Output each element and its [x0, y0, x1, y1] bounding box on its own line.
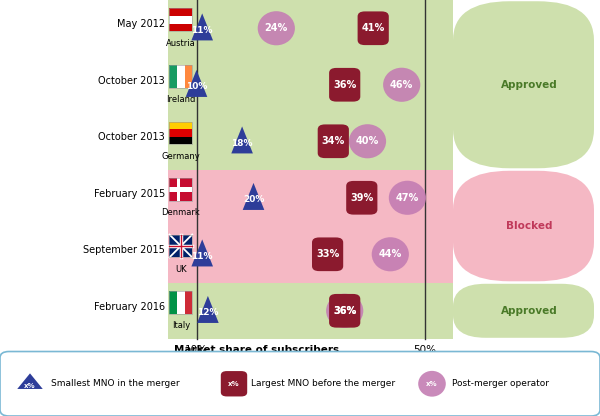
Ellipse shape	[372, 237, 409, 271]
Text: Largest MNO before the merger: Largest MNO before the merger	[251, 379, 395, 388]
Text: 36%: 36%	[333, 80, 356, 90]
FancyBboxPatch shape	[318, 124, 349, 158]
FancyBboxPatch shape	[221, 371, 247, 396]
Text: 10%: 10%	[185, 345, 208, 355]
Text: 18%: 18%	[232, 139, 253, 148]
Text: 36%: 36%	[333, 306, 356, 316]
Ellipse shape	[349, 124, 386, 158]
Text: x%: x%	[228, 381, 240, 387]
FancyBboxPatch shape	[169, 235, 192, 258]
FancyBboxPatch shape	[177, 291, 185, 314]
FancyBboxPatch shape	[168, 170, 453, 226]
Ellipse shape	[258, 11, 295, 45]
Ellipse shape	[326, 294, 364, 328]
Text: 47%: 47%	[396, 193, 419, 203]
Text: 20%: 20%	[243, 196, 264, 204]
Text: Post-merger operator: Post-merger operator	[452, 379, 549, 388]
Polygon shape	[197, 296, 219, 323]
Text: October 2013: October 2013	[98, 132, 165, 142]
FancyBboxPatch shape	[169, 121, 192, 129]
FancyBboxPatch shape	[169, 137, 192, 144]
Text: Denmark: Denmark	[161, 208, 200, 217]
Text: 41%: 41%	[362, 23, 385, 33]
Text: May 2012: May 2012	[117, 19, 165, 29]
FancyBboxPatch shape	[169, 16, 192, 24]
FancyBboxPatch shape	[177, 178, 180, 201]
FancyBboxPatch shape	[0, 352, 600, 416]
FancyBboxPatch shape	[169, 291, 177, 314]
FancyBboxPatch shape	[329, 294, 360, 328]
FancyBboxPatch shape	[329, 68, 360, 102]
FancyBboxPatch shape	[346, 181, 377, 215]
Text: 44%: 44%	[379, 249, 402, 259]
FancyBboxPatch shape	[168, 57, 453, 113]
FancyBboxPatch shape	[358, 11, 389, 45]
Text: 34%: 34%	[322, 136, 345, 146]
Text: 11%: 11%	[191, 26, 213, 35]
FancyBboxPatch shape	[169, 65, 177, 88]
Text: Austria: Austria	[166, 39, 196, 48]
FancyBboxPatch shape	[185, 65, 192, 88]
FancyBboxPatch shape	[453, 1, 594, 168]
Text: UK: UK	[175, 265, 187, 274]
FancyBboxPatch shape	[453, 171, 594, 281]
Text: 36%: 36%	[333, 306, 356, 316]
FancyBboxPatch shape	[177, 65, 185, 88]
Text: 46%: 46%	[390, 80, 413, 90]
FancyBboxPatch shape	[168, 113, 453, 170]
FancyBboxPatch shape	[453, 284, 594, 338]
Text: 39%: 39%	[350, 193, 373, 203]
Text: 40%: 40%	[356, 136, 379, 146]
Text: Market share of subscribers: Market share of subscribers	[174, 345, 339, 355]
FancyBboxPatch shape	[168, 0, 453, 57]
Text: Smallest MNO in the merger: Smallest MNO in the merger	[51, 379, 179, 388]
FancyBboxPatch shape	[169, 187, 192, 191]
Ellipse shape	[389, 181, 426, 215]
Text: Approved: Approved	[501, 306, 558, 316]
Polygon shape	[186, 70, 208, 97]
Text: February 2015: February 2015	[94, 188, 165, 198]
FancyBboxPatch shape	[169, 24, 192, 31]
FancyBboxPatch shape	[168, 226, 453, 282]
Text: 50%: 50%	[413, 345, 436, 355]
Polygon shape	[242, 183, 265, 210]
Text: Blocked: Blocked	[506, 221, 553, 231]
Polygon shape	[232, 126, 253, 154]
Polygon shape	[17, 374, 43, 389]
Polygon shape	[191, 13, 213, 40]
Text: 12%: 12%	[197, 308, 218, 317]
Text: Germany: Germany	[161, 152, 200, 161]
Polygon shape	[191, 239, 213, 266]
FancyBboxPatch shape	[169, 178, 192, 201]
Text: September 2015: September 2015	[83, 245, 165, 255]
Text: 11%: 11%	[191, 252, 213, 261]
Ellipse shape	[383, 68, 420, 102]
Text: 33%: 33%	[316, 249, 339, 259]
Ellipse shape	[418, 371, 446, 397]
Text: Italy: Italy	[172, 321, 190, 330]
Text: Ireland: Ireland	[166, 95, 196, 104]
Text: 10%: 10%	[186, 82, 207, 92]
Text: October 2013: October 2013	[98, 76, 165, 86]
FancyBboxPatch shape	[168, 282, 453, 339]
Text: Approved: Approved	[501, 80, 558, 90]
Text: x%: x%	[426, 381, 438, 387]
Text: x%: x%	[24, 383, 36, 389]
FancyBboxPatch shape	[312, 238, 343, 271]
Text: 24%: 24%	[265, 23, 288, 33]
FancyBboxPatch shape	[169, 129, 192, 137]
FancyBboxPatch shape	[185, 291, 192, 314]
Text: February 2016: February 2016	[94, 302, 165, 312]
FancyBboxPatch shape	[169, 8, 192, 16]
